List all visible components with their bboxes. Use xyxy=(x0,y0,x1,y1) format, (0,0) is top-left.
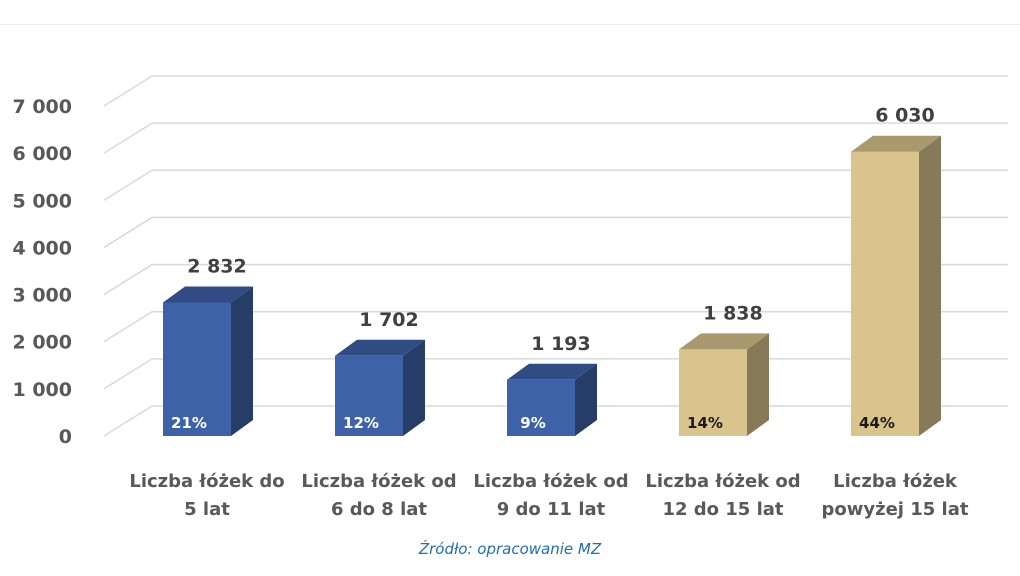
percent-label: 44% xyxy=(859,414,895,432)
percent-label: 21% xyxy=(171,414,207,432)
x-tick-label: Liczba łóżek od 6 do 8 lat xyxy=(301,471,456,520)
y-tick-label: 5 000 xyxy=(13,190,73,212)
source-note: Źródło: opracowanie MZ xyxy=(418,540,602,558)
top-divider xyxy=(0,24,1020,25)
x-tick-label: Liczba łóżek od 12 do 15 lat xyxy=(645,471,800,520)
bar-4 xyxy=(679,333,769,436)
percent-label: 12% xyxy=(343,414,379,432)
bar-front xyxy=(163,302,231,436)
bar-top xyxy=(335,339,425,356)
bar-chart: 0 1 000 2 000 3 000 4 000 5 000 6 000 7 000 2 83… xyxy=(13,75,1008,520)
x-tick-label-line: powyżej 15 lat xyxy=(822,499,969,520)
x-tick-label: Liczba łóżek od 9 do 11 lat xyxy=(473,471,628,520)
y-tick-label: 1 000 xyxy=(13,379,73,401)
x-tick-label-line: Liczba łóżek od xyxy=(473,471,628,492)
y-tick-label: 3 000 xyxy=(13,285,73,307)
bar-top xyxy=(507,363,597,380)
percent-label: 14% xyxy=(687,414,723,432)
bar-2 xyxy=(335,339,425,436)
x-tick-label-line: Liczba łóżek do xyxy=(129,471,284,492)
labels: 2 832 21% Liczba łóżek do 5 lat 1 702 12% Licz… xyxy=(129,105,969,520)
bar-side xyxy=(403,339,425,436)
x-tick-label-line: 9 do 11 lat xyxy=(497,499,606,520)
x-tick-label-line: 6 do 8 lat xyxy=(331,499,427,520)
gridline xyxy=(103,169,1008,201)
data-label: 6 030 xyxy=(875,105,935,127)
bar-front xyxy=(851,151,919,436)
x-tick-label-line: Liczba łóżek od xyxy=(645,471,800,492)
bar-1 xyxy=(163,286,253,436)
bar-top xyxy=(679,333,769,350)
bar-side xyxy=(575,363,597,436)
data-label: 1 838 xyxy=(703,302,763,324)
bar-front xyxy=(679,349,747,436)
y-tick-label: 6 000 xyxy=(13,143,73,165)
bar-top xyxy=(163,286,253,303)
data-label: 2 832 xyxy=(187,255,247,277)
x-tick-label-line: Liczba łóżek xyxy=(833,471,958,492)
y-tick-label: 4 000 xyxy=(13,237,73,259)
gridline xyxy=(103,122,1008,154)
bar-front xyxy=(507,379,575,436)
y-axis-ticks: 0 1 000 2 000 3 000 4 000 5 000 6 000 7 000 xyxy=(13,96,73,448)
x-tick-label-line: Liczba łóżek od xyxy=(301,471,456,492)
gridline xyxy=(103,263,1008,296)
y-tick-label: 0 xyxy=(59,426,72,448)
gridline xyxy=(103,75,1008,107)
x-tick-label-line: 12 do 15 lat xyxy=(662,499,783,520)
bar-5 xyxy=(851,135,941,436)
gridline xyxy=(103,310,1008,343)
bars xyxy=(163,135,941,436)
bar-3 xyxy=(507,363,597,436)
data-label: 1 193 xyxy=(531,333,591,355)
bar-side xyxy=(919,135,941,436)
x-tick-label: Liczba łóżek do 5 lat xyxy=(129,471,284,520)
y-tick-label: 2 000 xyxy=(13,332,73,354)
bar-side xyxy=(231,286,253,436)
x-tick-label: Liczba łóżek powyżej 15 lat xyxy=(822,471,969,520)
gridline xyxy=(103,216,1008,249)
x-tick-label-line: 5 lat xyxy=(184,499,230,520)
bar-side xyxy=(747,333,769,436)
bar-top xyxy=(851,135,941,152)
bar-front xyxy=(335,355,403,436)
data-label: 1 702 xyxy=(359,309,419,331)
y-tick-label: 7 000 xyxy=(13,96,73,118)
percent-label: 9% xyxy=(520,414,545,432)
